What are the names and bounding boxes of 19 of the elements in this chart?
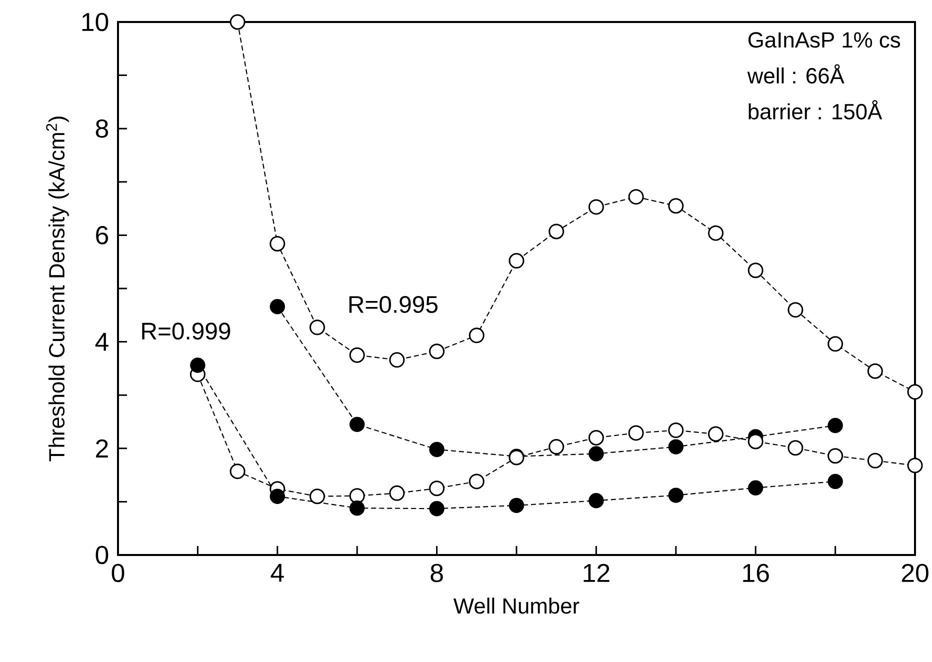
x-axis-title: Well Number (453, 598, 580, 614)
x-tick-label: 8 (430, 564, 443, 582)
x-tick-label: 12 (584, 564, 610, 582)
y-tick-label: 10 (82, 12, 108, 32)
annotation: barrier : 150Å (748, 100, 882, 120)
y-axis-title: Threshold Current Density (kA/cm$^{2}$) (46, 116, 69, 462)
y-tick-label: 8 (96, 119, 108, 138)
annotation: R=0.999 (142, 322, 230, 340)
annotation: GaInAsP 1% cs (748, 32, 900, 48)
y-tick-label: 6 (96, 226, 108, 244)
x-tick-label: 16 (743, 564, 769, 582)
x-tick-label: 0 (112, 564, 124, 582)
x-tick-label: 20 (902, 564, 928, 582)
annotation: R=0.995 (349, 296, 438, 313)
y-tick-label: 4 (95, 332, 108, 351)
x-tick-label: 4 (270, 564, 284, 582)
y-tick-label: 2 (96, 439, 108, 458)
y-tick-label: 0 (96, 546, 108, 564)
annotation: well : 66Å (747, 64, 844, 84)
